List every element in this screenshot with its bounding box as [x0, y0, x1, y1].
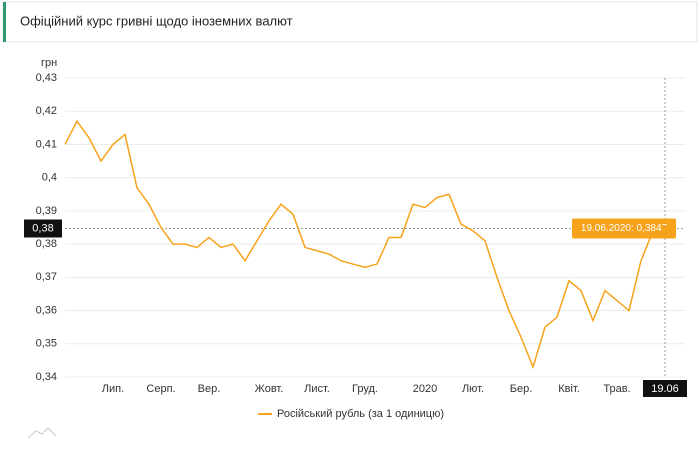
legend-label: Російський рубль (за 1 одиницю) — [277, 408, 444, 420]
y-tick-label: 0,35 — [36, 338, 57, 350]
x-tick-label: Бер. — [510, 383, 533, 395]
x-tick-label: Лип. — [102, 383, 124, 395]
y-tick-label: 0,42 — [36, 105, 57, 117]
y-axis-label: грн — [41, 57, 57, 69]
series-line — [64, 119, 666, 370]
x-tick-label: Лист. — [304, 383, 330, 395]
crosshair-label: 0,38 — [32, 222, 53, 234]
y-tick-label: 0,4 — [42, 172, 57, 184]
x-tick-label: Груд. — [352, 383, 378, 395]
y-tick-label: 0,39 — [36, 205, 57, 217]
x-tick-label: Серп. — [146, 383, 175, 395]
tooltip-box — [572, 218, 676, 239]
x-tick-label: 2020 — [413, 383, 437, 395]
x-highlight-box — [643, 380, 687, 397]
x-tick-label: Квіт. — [558, 383, 580, 395]
title-box — [2, 1, 698, 43]
y-tick-label: 0,38 — [36, 238, 57, 250]
x-tick-label: Трав. — [603, 383, 630, 395]
x-tick-label: Вер. — [198, 383, 221, 395]
chart-title: Офіційний курс гривні щодо іноземних вал… — [20, 13, 293, 28]
x-tick-label: 19.06 — [651, 383, 679, 395]
tooltip-text: 19.06.2020: 0,3847 — [581, 223, 668, 234]
title-accent — [3, 2, 6, 42]
y-tick-label: 0,34 — [36, 371, 57, 383]
y-tick-label: 0,37 — [36, 271, 57, 283]
y-tick-label: 0,36 — [36, 304, 57, 316]
y-tick-label: 0,43 — [36, 72, 57, 84]
y-tick-label: 0,41 — [36, 138, 57, 150]
logo-icon — [27, 427, 57, 439]
x-tick-label: Жовт. — [255, 383, 284, 395]
x-tick-label: Лют. — [462, 383, 484, 395]
tooltip-point — [662, 225, 668, 232]
crosshair-box — [24, 219, 62, 238]
